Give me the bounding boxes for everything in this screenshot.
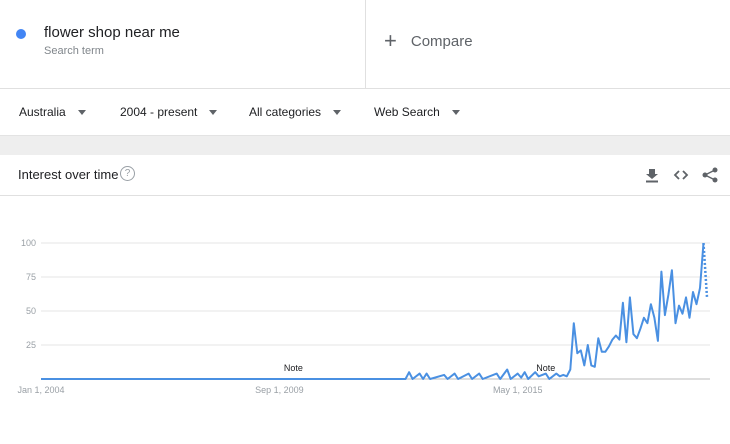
category-dropdown[interactable]: All categories <box>249 105 342 119</box>
time-range-dropdown[interactable]: 2004 - present <box>120 105 218 119</box>
filter-bar: Australia 2004 - present All categories … <box>0 89 730 135</box>
share-icon[interactable] <box>701 166 719 184</box>
chevron-down-icon <box>209 109 218 115</box>
search-type-dropdown[interactable]: Web Search <box>374 105 460 119</box>
x-tick-label: Jan 1, 2004 <box>17 385 64 395</box>
interest-chart: 100 75 50 25 Jan 1, 2004 Sep 1, 2009 May 1, 20… <box>17 238 710 395</box>
category-label: All categories <box>249 105 322 119</box>
search-term-card[interactable]: flower shop near me Search term <box>0 0 366 88</box>
region-dropdown[interactable]: Australia <box>19 105 86 119</box>
card-header: Interest over time ? <box>0 155 730 196</box>
compare-label: Compare <box>410 32 473 50</box>
interest-over-time-card: Interest over time ? <box>0 155 730 444</box>
card-title: Interest over time <box>18 167 119 182</box>
y-tick-label: 75 <box>26 272 36 282</box>
download-icon[interactable] <box>643 166 661 184</box>
note-annotation: Note <box>284 363 303 373</box>
y-tick-label: 50 <box>26 306 36 316</box>
series-color-dot <box>16 29 26 39</box>
search-type-label: Web Search <box>374 105 440 119</box>
embed-icon[interactable] <box>672 166 690 184</box>
chevron-down-icon <box>77 109 86 115</box>
chevron-down-icon <box>451 109 460 115</box>
chevron-down-icon <box>333 109 342 115</box>
region-label: Australia <box>19 105 66 119</box>
search-terms-bar: flower shop near me Search term + Compar… <box>0 0 730 89</box>
x-tick-label: May 1, 2015 <box>493 385 543 395</box>
section-divider <box>0 135 730 155</box>
y-tick-label: 100 <box>21 238 36 248</box>
compare-button[interactable]: + Compare <box>384 28 473 53</box>
x-tick-label: Sep 1, 2009 <box>255 385 304 395</box>
note-annotation: Note <box>536 363 555 373</box>
plus-icon: + <box>384 28 397 53</box>
help-icon[interactable]: ? <box>120 166 135 181</box>
partial-data-line <box>702 242 709 298</box>
y-tick-label: 25 <box>26 340 36 350</box>
time-range-label: 2004 - present <box>120 105 198 119</box>
search-term-name[interactable]: flower shop near me <box>44 24 180 41</box>
search-term-subtitle: Search term <box>44 45 104 57</box>
series-line <box>41 242 705 380</box>
